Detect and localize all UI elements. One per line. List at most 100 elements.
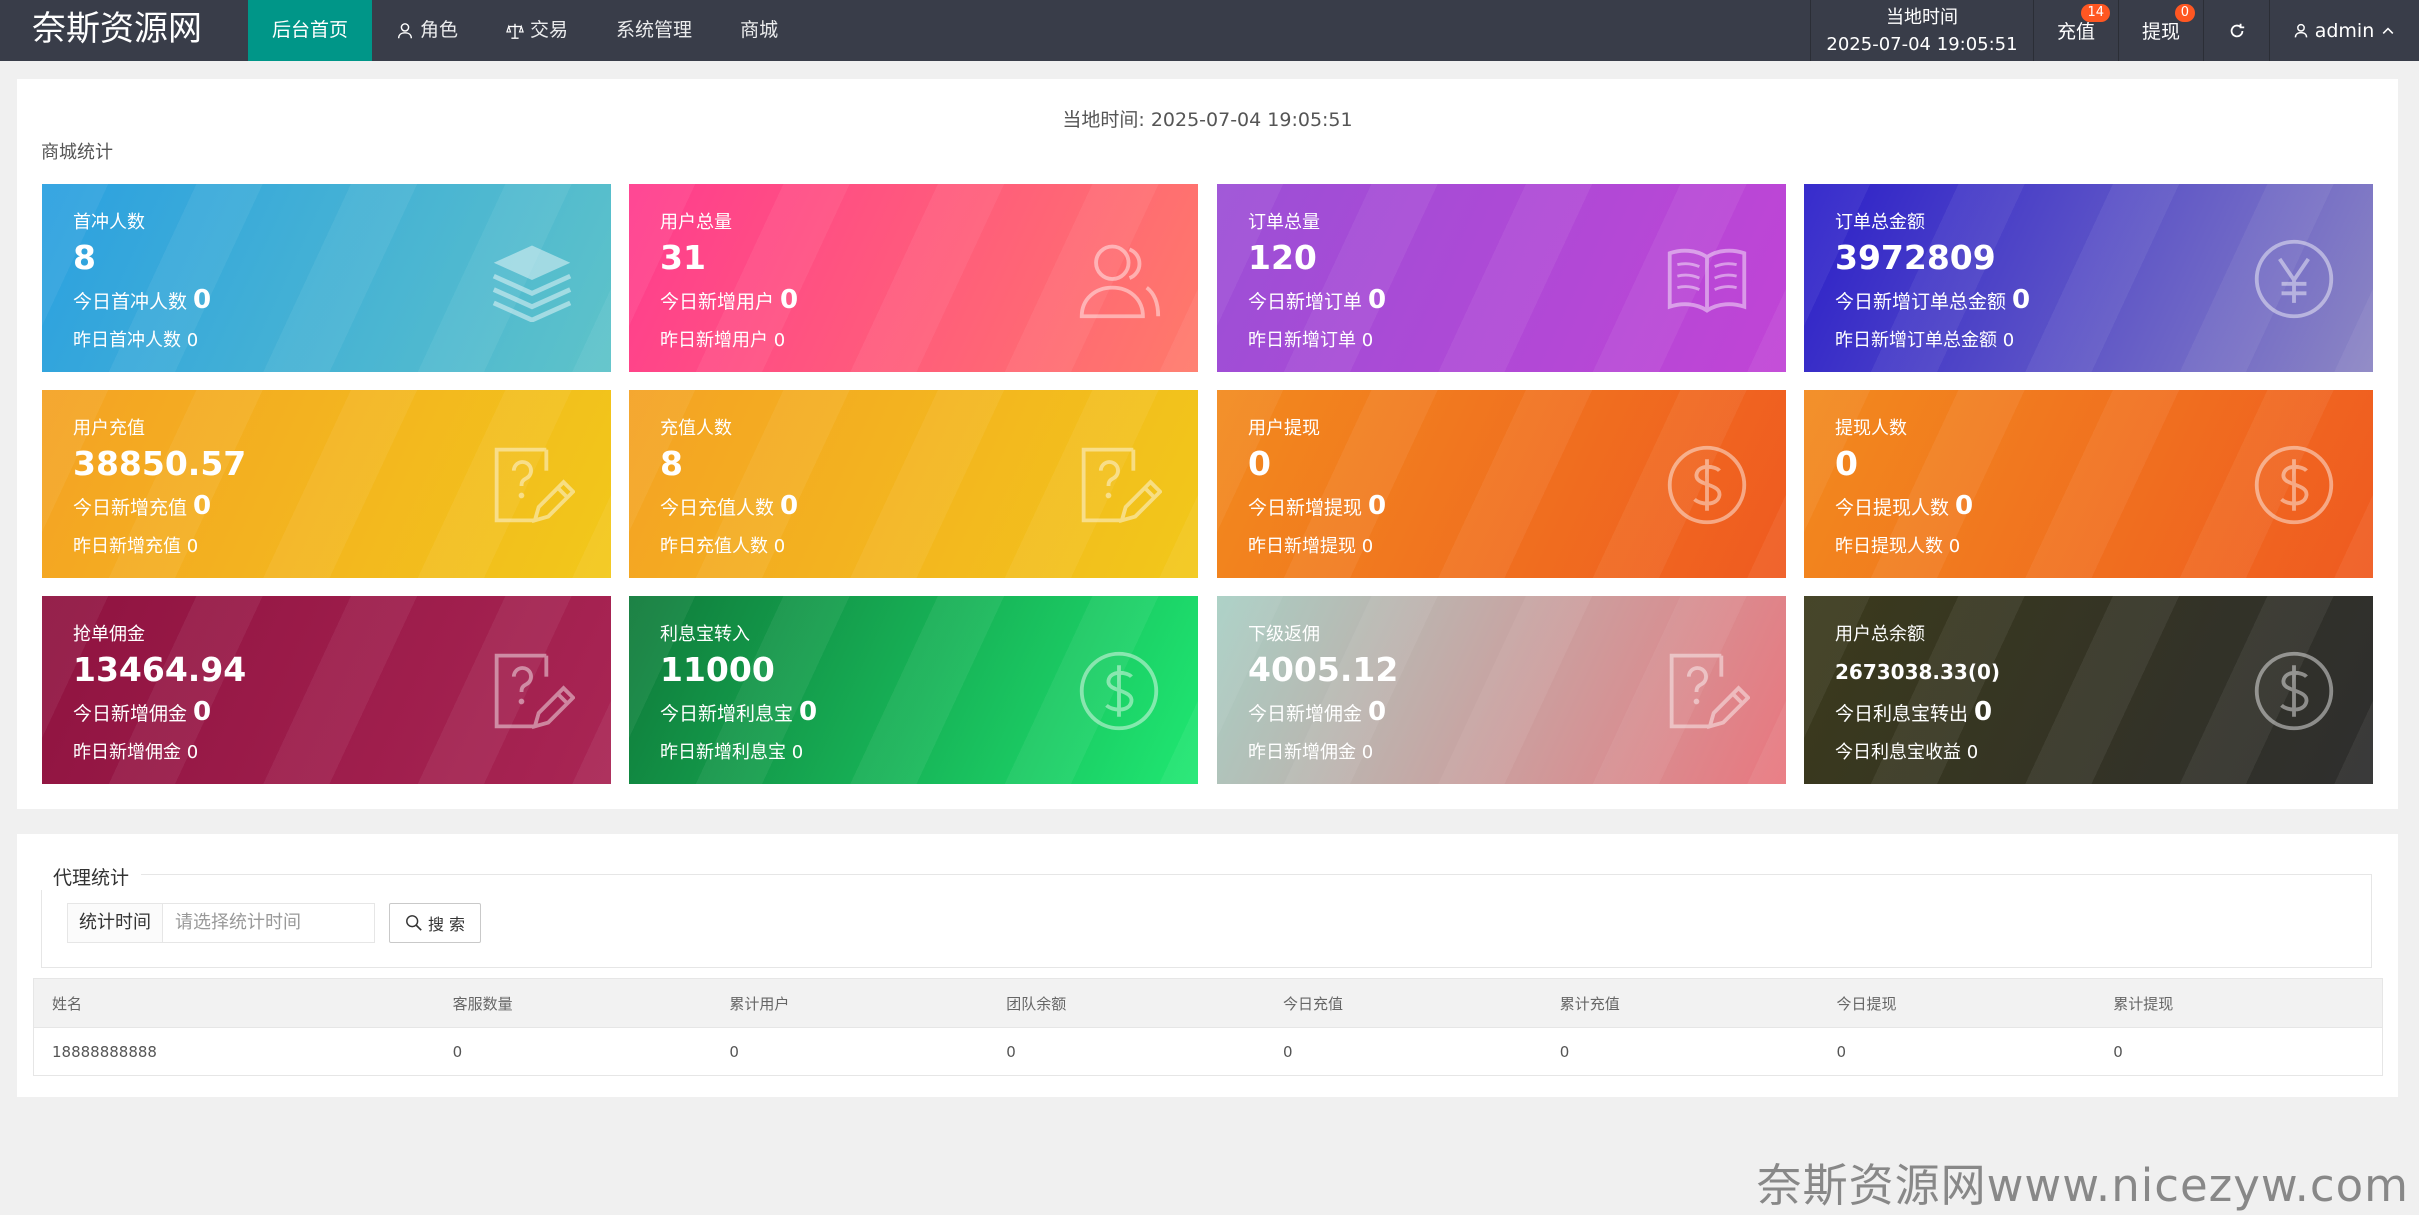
- column-header[interactable]: 客服数量: [452, 994, 513, 1013]
- stat-card-today: 今日新增用户 0: [660, 285, 798, 315]
- agent-legend: 代理统计: [41, 863, 142, 890]
- stat-card-today-value: 0: [1955, 491, 1974, 521]
- nav-item-trade[interactable]: 交易: [482, 0, 592, 61]
- nav-item-label: 系统管理: [616, 19, 693, 41]
- stat-card-today-value: 0: [1368, 697, 1387, 727]
- stat-card-today-value: 0: [780, 491, 799, 521]
- stat-card: 提现人数 0 今日提现人数 0 昨日提现人数 0: [1804, 390, 2373, 578]
- stat-card: 用户总量 31 今日新增用户 0 昨日新增用户 0: [629, 184, 1198, 372]
- dollar-icon: [2251, 442, 2337, 528]
- column-header[interactable]: 今日提现: [1836, 994, 1897, 1013]
- stat-card: 订单总金额 3972809 今日新增订单总金额 0 昨日新增订单总金额 0: [1804, 184, 2373, 372]
- stat-card-title: 抢单佣金: [73, 624, 145, 645]
- stat-card-today-label: 今日新增订单总金额: [1835, 291, 2007, 313]
- recharge-button[interactable]: 充值 14: [2033, 0, 2118, 61]
- stat-card-yesterday: 昨日新增佣金 0: [1248, 742, 1374, 763]
- stat-card-today-value: 0: [1974, 697, 1993, 727]
- stat-time-label: 统计时间: [67, 903, 163, 943]
- nav-item-home[interactable]: 后台首页: [248, 0, 373, 61]
- stat-card-today-label: 今日新增订单: [1248, 291, 1363, 313]
- nav-item-mall[interactable]: 商城: [716, 0, 802, 61]
- nav-item-label: 交易: [530, 19, 569, 41]
- stat-card: 用户总余额 2673038.33(0) 今日利息宝转出 0 今日利息宝收益 0: [1804, 596, 2373, 784]
- stat-card-yesterday: 昨日充值人数 0: [660, 536, 786, 557]
- column-header[interactable]: 累计用户: [729, 994, 790, 1013]
- column-header[interactable]: 累计充值: [1559, 994, 1620, 1013]
- stat-card-yesterday: 昨日新增佣金 0: [73, 742, 199, 763]
- stat-card-title: 订单总金额: [1835, 212, 1925, 233]
- stat-card-value: 0: [1248, 444, 1271, 483]
- nav-item-system[interactable]: 系统管理: [592, 0, 716, 61]
- table-cell: 0: [1836, 1042, 1847, 1061]
- stat-card-title: 首冲人数: [73, 212, 145, 233]
- stat-card-today-value: 0: [193, 697, 212, 727]
- table-cell: 0: [1006, 1042, 1016, 1061]
- stat-card-yesterday: 昨日新增用户 0: [660, 330, 786, 351]
- layers-icon: [489, 236, 575, 323]
- stat-card-yesterday: 昨日新增提现 0: [1248, 536, 1374, 557]
- stat-card-today: 今日充值人数 0: [660, 491, 798, 521]
- stat-card-title: 利息宝转入: [660, 624, 750, 645]
- stat-card: 利息宝转入 11000 今日新增利息宝 0 昨日新增利息宝 0: [629, 596, 1198, 784]
- question-edit-icon: [489, 442, 576, 528]
- stat-card-today-label: 今日新增佣金: [73, 703, 188, 725]
- stat-card-today-label: 今日新增利息宝: [660, 703, 794, 725]
- nav-item-roles[interactable]: 角色: [372, 0, 482, 61]
- stat-card-today-label: 今日首冲人数: [73, 291, 188, 313]
- refresh-icon: [2230, 23, 2244, 37]
- stat-card-yesterday: 今日利息宝收益 0: [1835, 742, 1979, 763]
- column-header[interactable]: 姓名: [52, 994, 83, 1013]
- stat-card-today-value: 0: [193, 285, 212, 315]
- column-header[interactable]: 团队余额: [1006, 994, 1067, 1013]
- stat-card: 订单总量 120 今日新增订单 0 昨日新增订单 0: [1217, 184, 1786, 372]
- stat-card-value: 2673038.33(0): [1835, 660, 2001, 684]
- stat-card: 抢单佣金 13464.94 今日新增佣金 0 昨日新增佣金 0: [42, 596, 611, 784]
- stat-card-today-label: 今日新增佣金: [1248, 703, 1363, 725]
- stat-card-title: 订单总量: [1248, 212, 1320, 233]
- stat-card: 首冲人数 8 今日首冲人数 0 昨日首冲人数 0: [42, 184, 611, 372]
- user-name: admin: [2314, 19, 2375, 42]
- table-cell: 0: [2113, 1042, 2123, 1061]
- stat-card-title: 提现人数: [1835, 418, 1907, 439]
- recharge-label: 充值: [2056, 21, 2095, 43]
- stat-time-input[interactable]: 请选择统计时间: [163, 903, 375, 943]
- withdraw-button[interactable]: 提现 0: [2118, 0, 2203, 61]
- table-cell: 0: [1559, 1042, 1570, 1061]
- chevron-up-icon: [2382, 26, 2394, 34]
- site-logo[interactable]: 奈斯资源网: [32, 9, 202, 49]
- search-icon: [406, 915, 422, 931]
- stat-card-today: 今日新增佣金 0: [73, 697, 211, 727]
- stat-card-today: 今日新增佣金 0: [1248, 697, 1386, 727]
- withdraw-badge: 0: [2174, 4, 2195, 22]
- table-cell: 0: [452, 1042, 463, 1061]
- question-edit-icon: [1664, 648, 1751, 734]
- stat-card-value: 8: [73, 238, 96, 277]
- users-icon: [1076, 236, 1162, 322]
- stat-card-today: 今日新增利息宝 0: [660, 697, 817, 727]
- stat-card-value: 120: [1248, 238, 1317, 277]
- stat-card-today-value: 0: [1368, 491, 1387, 521]
- nav-item-label: 商城: [740, 19, 779, 41]
- agent-stats-panel: 代理统计 统计时间 请选择统计时间 搜 索 姓名 客服数量 累计用户 团队余额 今日充值…: [17, 834, 2398, 1097]
- scale-icon: [506, 23, 524, 39]
- stat-card-today-label: 今日新增用户: [660, 291, 775, 313]
- column-header[interactable]: 累计提现: [2113, 994, 2174, 1013]
- stat-card-title: 充值人数: [660, 418, 732, 439]
- stat-card-today-label: 今日新增提现: [1248, 497, 1363, 519]
- stat-card-today: 今日新增提现 0: [1248, 491, 1386, 521]
- stat-card-today: 今日利息宝转出 0: [1835, 697, 1992, 727]
- user-menu[interactable]: admin: [2269, 0, 2419, 61]
- refresh-button[interactable]: [2203, 0, 2269, 61]
- column-header[interactable]: 今日充值: [1282, 994, 1343, 1013]
- table-cell: 0: [1282, 1042, 1293, 1061]
- stat-card-yesterday: 昨日新增订单总金额 0: [1835, 330, 2015, 351]
- watermark: 奈斯资源网www.nicezyw.com: [1756, 1159, 2409, 1212]
- section-title: 商城统计: [41, 142, 113, 163]
- search-button[interactable]: 搜 索: [389, 903, 481, 943]
- stat-card-today: 今日新增订单总金额 0: [1835, 285, 2030, 315]
- stat-card: 用户充值 38850.57 今日新增充值 0 昨日新增充值 0: [42, 390, 611, 578]
- user-icon: [397, 22, 413, 38]
- table-row[interactable]: 18888888888 0 0 0 0 0 0 0: [34, 1027, 2382, 1075]
- stat-card-yesterday: 昨日新增订单 0: [1248, 330, 1374, 351]
- stat-card: 下级返佣 4005.12 今日新增佣金 0 昨日新增佣金 0: [1217, 596, 1786, 784]
